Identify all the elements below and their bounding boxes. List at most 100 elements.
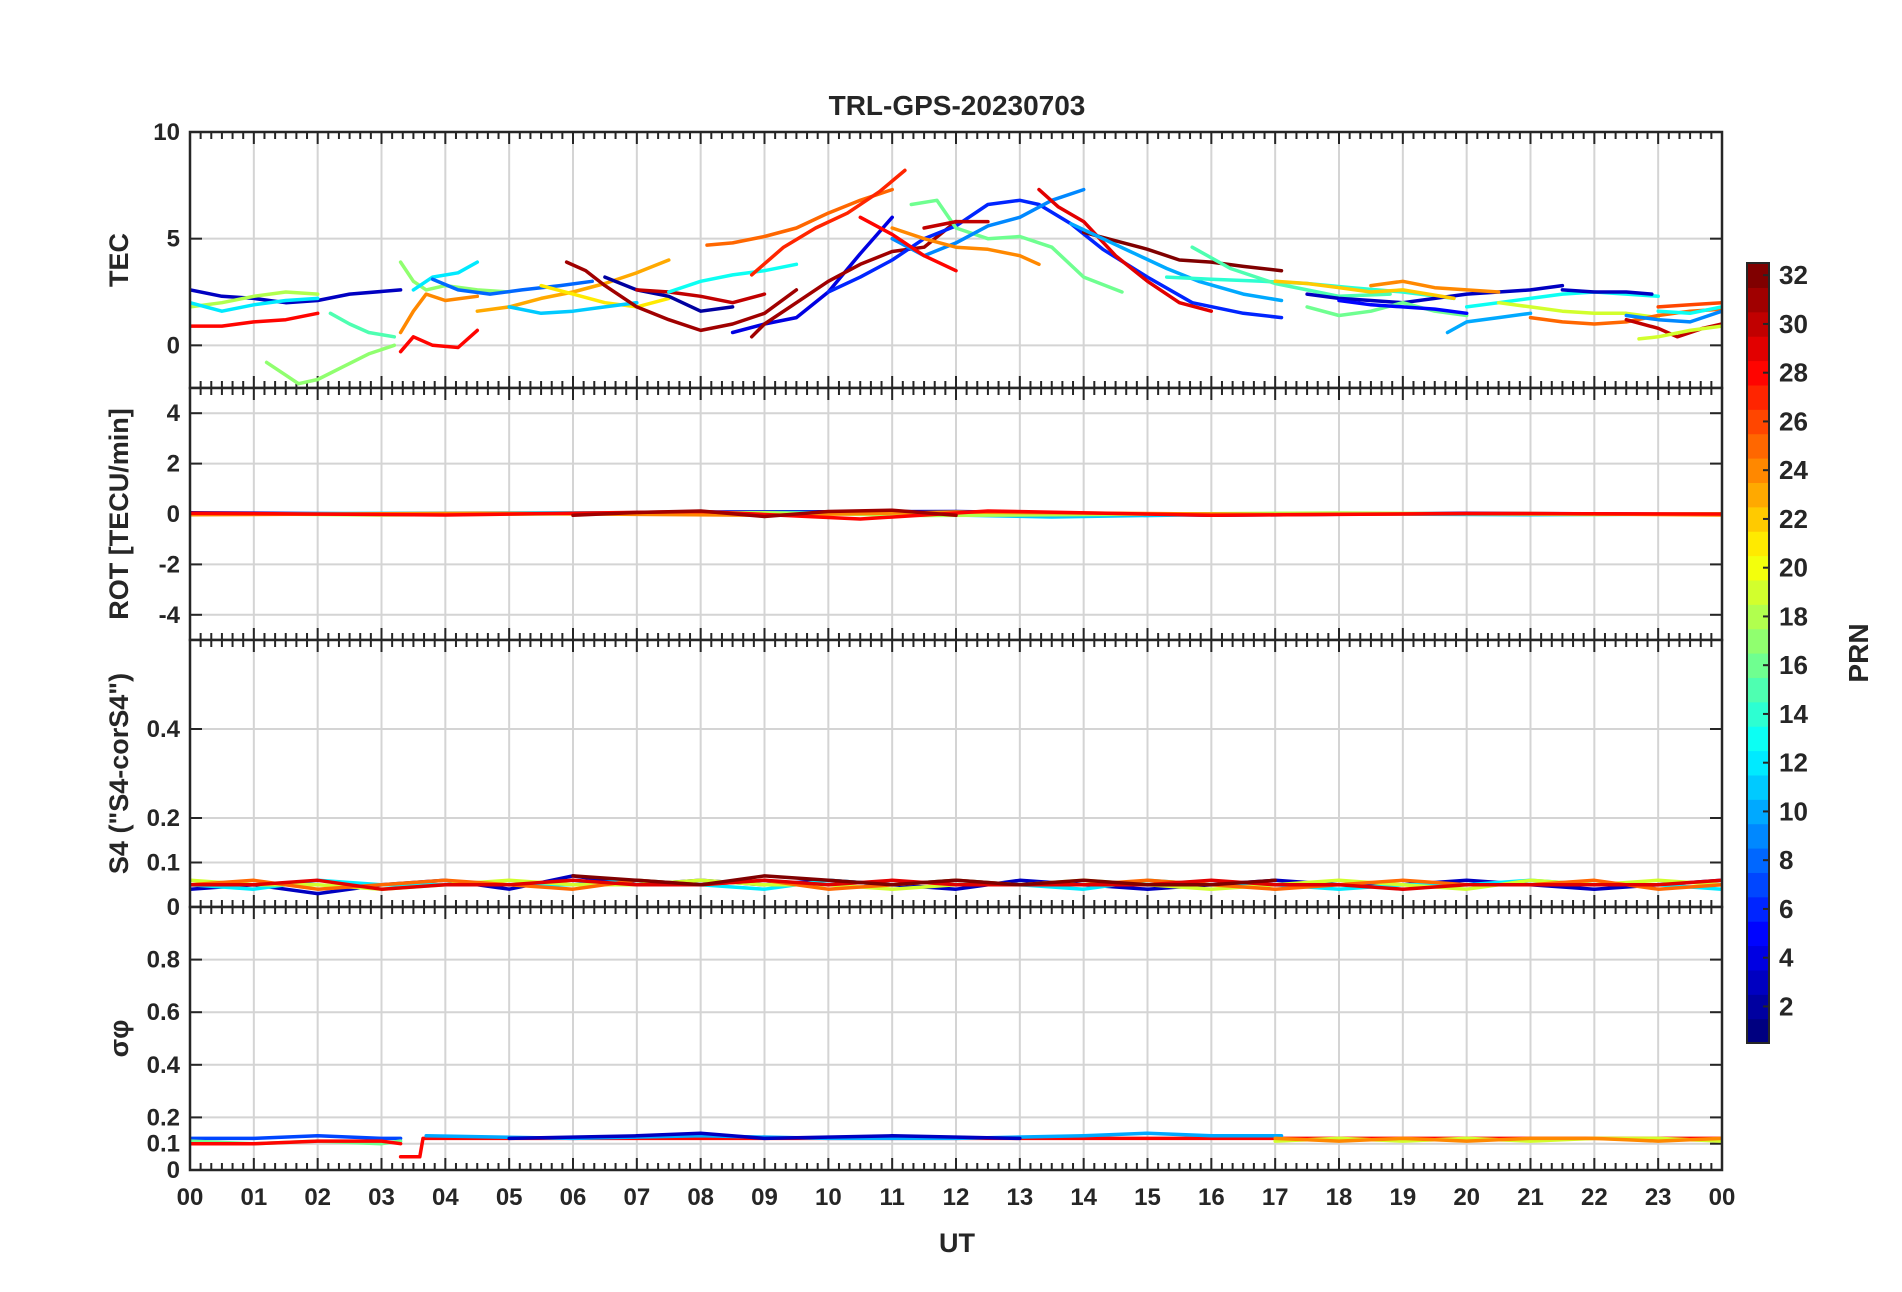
colorbar-cell [1747, 896, 1769, 922]
series-line-prn-31 [564, 260, 799, 333]
series-group [190, 508, 1722, 521]
colorbar-cell [1747, 482, 1769, 508]
series-line-prn-4 [730, 215, 894, 335]
series-line-prn-22 [1273, 279, 1456, 301]
colorbar-cell [1747, 384, 1769, 410]
y-tick-label: 0.4 [147, 716, 181, 743]
series-line-prn-15 [328, 311, 397, 339]
x-tick-label: 23 [1645, 1184, 1672, 1211]
series-line-prn-13 [667, 262, 799, 294]
panel-s4: 0 0.1 0.2 0.4 S4 ("S4-corS4") [104, 638, 1724, 921]
x-tick-label: 02 [304, 1184, 331, 1211]
series-line-prn-30 [922, 219, 990, 230]
series-line-prn-18 [190, 290, 320, 309]
colorbar-cell [1747, 823, 1769, 849]
series-line-prn-25 [1528, 307, 1722, 326]
series-line-prn-28 [190, 1139, 403, 1146]
colorbar-cell [1747, 969, 1769, 995]
series-group [190, 874, 1722, 896]
y-axis-label: TEC [104, 233, 134, 287]
series-line-prn-32 [1081, 230, 1284, 273]
series-line-prn-5 [1337, 298, 1469, 316]
series-line-prn-24 [890, 226, 1041, 267]
series-line-prn-30 [635, 288, 767, 305]
panel-tec: 0 5 10 TEC [104, 119, 1724, 390]
y-tick-label: 2 [167, 451, 180, 478]
series-line-prn-27 [749, 168, 907, 277]
colorbar-tick-label: 16 [1779, 650, 1808, 680]
panel-sigma-phi: 00.10.2 0.4 0.6 0.8 σφ [104, 905, 1724, 1184]
x-tick-label: 03 [368, 1184, 395, 1211]
panel-rot: -4 -2 0 2 4 ROT [TECU/min] [104, 386, 1724, 642]
colorbar-tick-label: 12 [1779, 748, 1808, 778]
colorbar-tick-label: 24 [1779, 455, 1808, 485]
colorbar-cell [1747, 555, 1769, 581]
colorbar-cell [1747, 409, 1769, 435]
series-line-prn-9 [1624, 309, 1722, 324]
colorbar-tick-label: 14 [1779, 699, 1808, 729]
colorbar-tick-label: 22 [1779, 504, 1808, 534]
x-tick-label: 20 [1453, 1184, 1480, 1211]
y-tick-label: 0 [167, 332, 180, 359]
x-tick-label: 05 [496, 1184, 523, 1211]
y-tick-label: 0.2 [147, 1104, 180, 1131]
colorbar-cell [1747, 360, 1769, 386]
colorbar-cell [1747, 921, 1769, 947]
colorbar-tick-label: 30 [1779, 309, 1808, 339]
x-tick-label: 14 [1070, 1184, 1097, 1211]
colorbar-cell [1747, 458, 1769, 483]
series-line-prn-25 [705, 187, 894, 247]
colorbar-cell [1747, 653, 1769, 678]
series-line-prn-28 [190, 509, 1722, 521]
colorbar-tick-label: 18 [1779, 601, 1808, 631]
colorbar-tick-label: 4 [1779, 943, 1794, 973]
x-tick-label: 11 [879, 1184, 904, 1211]
series-group [190, 168, 1722, 386]
series-line-prn-10 [1069, 221, 1284, 303]
series-line-prn-8 [430, 277, 594, 296]
colorbar-cell [1747, 287, 1769, 313]
colorbar-tick-label: 26 [1779, 406, 1808, 436]
colorbar-tick-label: 20 [1779, 553, 1808, 583]
colorbar-tick-label: 32 [1779, 260, 1808, 290]
series-line-prn-3 [190, 288, 403, 305]
y-axis-label: S4 ("S4-corS4") [104, 673, 134, 874]
colorbar-cell [1747, 945, 1769, 971]
x-axis-label: UT [939, 1228, 975, 1258]
y-axis-label: σφ [104, 1020, 134, 1058]
x-tick-label: 22 [1581, 1184, 1608, 1211]
colorbar-tick-label: 28 [1779, 358, 1808, 388]
colorbar-tick-label: 2 [1779, 991, 1793, 1021]
y-tick-label: -2 [159, 551, 180, 578]
series-line-prn-19 [1496, 300, 1660, 320]
colorbar-cell [1747, 506, 1769, 532]
colorbar-cell [1747, 263, 1769, 288]
x-tick-label: 16 [1198, 1184, 1225, 1211]
y-tick-label: 0 [167, 1157, 180, 1184]
series-line-prn-31 [749, 219, 958, 339]
x-tick-label: 00 [177, 1184, 204, 1211]
series-line-prn-13 [1656, 305, 1722, 316]
series-line-prn-10 [1445, 311, 1533, 335]
series-line-prn-21 [539, 283, 671, 309]
series-line-prn-32 [571, 874, 1277, 887]
colorbar-cell [1747, 1018, 1769, 1044]
series-line-prn-6 [826, 198, 1284, 320]
x-tick-label: 08 [687, 1184, 714, 1211]
y-tick-label: 0.1 [147, 1131, 180, 1158]
colorbar-cell [1747, 750, 1769, 776]
x-tick-label: 04 [432, 1184, 459, 1211]
x-tick-label: 06 [560, 1184, 587, 1211]
x-tick-label: 13 [1006, 1184, 1033, 1211]
colorbar-cell [1747, 994, 1769, 1020]
colorbar-cell [1747, 531, 1769, 557]
y-tick-label: 0 [167, 894, 180, 921]
x-tick-label: 01 [240, 1184, 267, 1211]
series-line-prn-15 [1190, 245, 1392, 299]
series-line-prn-24 [1273, 1136, 1722, 1143]
colorbar-cell [1747, 701, 1769, 727]
colorbar-cell [1747, 799, 1769, 825]
x-tick-label: 19 [1389, 1184, 1416, 1211]
colorbar-tick-label: 6 [1779, 894, 1793, 924]
